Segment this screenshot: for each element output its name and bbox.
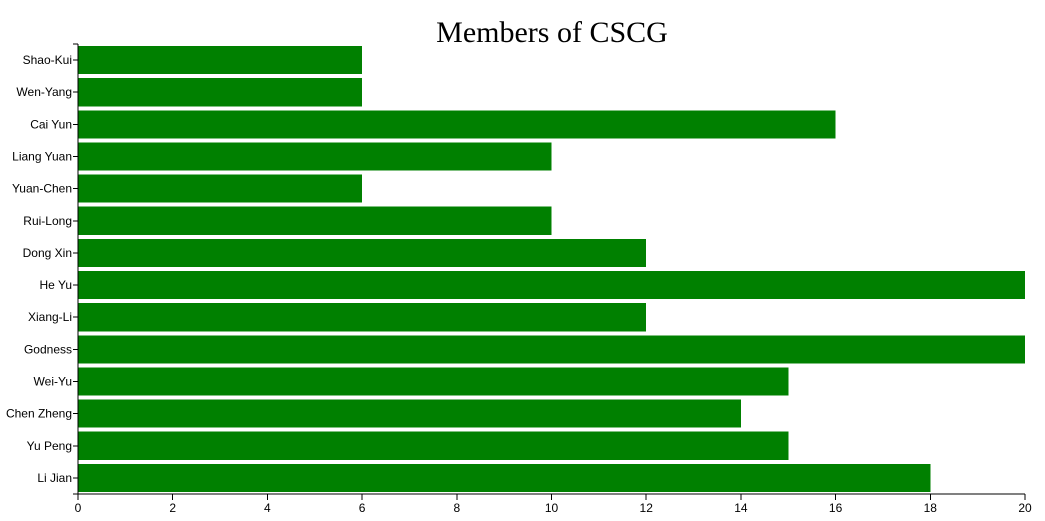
y-tick-label: Rui-Long [23, 214, 72, 228]
x-tick-label: 4 [264, 501, 271, 515]
y-tick-label: Chen Zheng [6, 407, 72, 421]
y-tick-label: Xiang-Li [28, 310, 72, 324]
x-tick-label: 2 [169, 501, 176, 515]
y-tick-label: Dong Xin [23, 246, 72, 260]
x-tick-label: 12 [640, 501, 654, 515]
x-tick-label: 10 [545, 501, 559, 515]
x-tick-label: 8 [453, 501, 460, 515]
x-axis: 0 2 4 6 8 10 12 14 16 18 20 [75, 493, 1032, 515]
y-tick-label: Shao-Kui [23, 53, 72, 67]
bar-rui-long [78, 206, 552, 235]
bar-liang-yuan [78, 142, 552, 171]
y-tick-label: Wen-Yang [16, 85, 72, 99]
bars-group [78, 46, 1025, 492]
y-tick-label: Godness [24, 342, 72, 356]
y-tick-label: Li Jian [37, 471, 72, 485]
bar-chen-zheng [78, 399, 741, 428]
y-tick-label: Yuan-Chen [12, 182, 72, 196]
bar-yu-peng [78, 431, 789, 460]
y-tick-label: He Yu [40, 278, 72, 292]
chart-title: Members of CSCG [436, 16, 668, 49]
bar-dong-xin [78, 238, 647, 267]
bar-cai-yun [78, 110, 836, 139]
bar-shao-kui [78, 46, 363, 75]
bar-he-yu [78, 271, 1025, 300]
y-tick-label: Yu Peng [27, 439, 72, 453]
y-tick-label: Cai Yun [30, 117, 72, 131]
bar-godness [78, 335, 1025, 364]
x-tick-label: 18 [924, 501, 938, 515]
x-tick-label: 0 [75, 501, 82, 515]
bar-wen-yang [78, 78, 363, 107]
x-tick-label: 20 [1018, 501, 1032, 515]
y-tick-label: Liang Yuan [12, 150, 72, 164]
bar-xiang-li [78, 303, 647, 332]
y-axis: Shao-Kui Wen-Yang Cai Yun Liang Yuan Yuan-Ch… [6, 43, 79, 495]
x-tick-label: 16 [829, 501, 843, 515]
bar-yuan-chen [78, 174, 363, 203]
bar-wei-yu [78, 367, 789, 396]
y-tick-label: Wei-Yu [34, 375, 72, 389]
x-tick-label: 14 [734, 501, 748, 515]
bar-li-jian [78, 463, 931, 492]
x-tick-label: 6 [359, 501, 366, 515]
